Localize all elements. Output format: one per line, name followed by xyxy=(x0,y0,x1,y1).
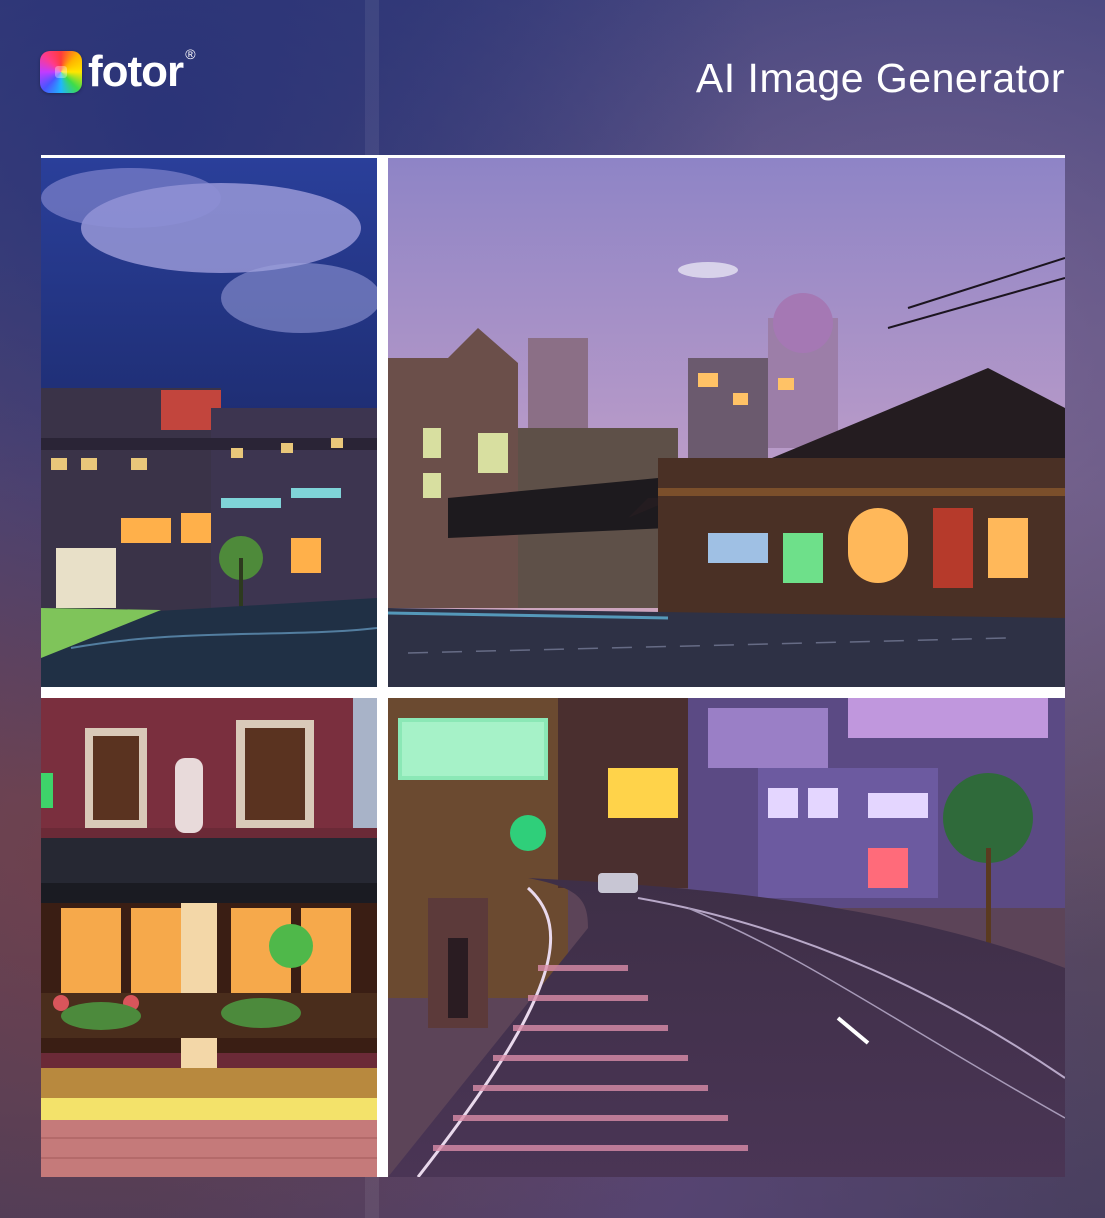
brand-name: fotor xyxy=(88,47,184,96)
collage-image-storefront[interactable] xyxy=(41,698,377,1177)
fotor-logo-icon xyxy=(40,51,82,93)
header: fotor ® AI Image Generator xyxy=(0,0,1105,150)
dusk-cafe-illustration xyxy=(388,158,1065,687)
fotor-logo[interactable]: fotor ® xyxy=(40,46,196,96)
collage-image-night-street[interactable] xyxy=(41,158,377,687)
registered-mark: ® xyxy=(185,46,196,62)
page-title: AI Image Generator xyxy=(695,55,1065,101)
image-collage xyxy=(41,155,1065,1177)
storefront-illustration xyxy=(41,698,377,1177)
collage-image-dusk-cafe[interactable] xyxy=(388,158,1065,687)
collage-image-neon-road[interactable] xyxy=(388,698,1065,1177)
neon-road-illustration xyxy=(388,698,1065,1177)
night-street-illustration xyxy=(41,158,377,687)
